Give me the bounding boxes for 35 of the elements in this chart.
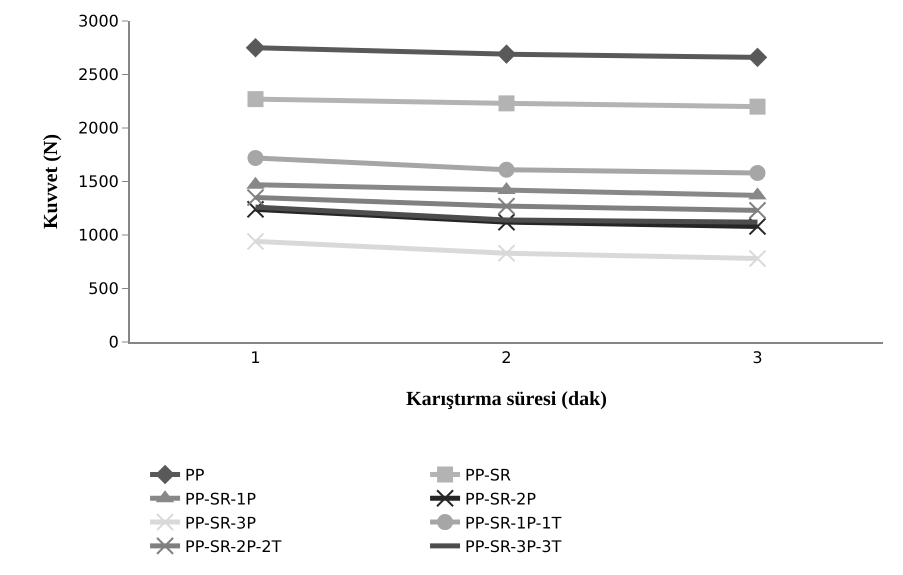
y-tick-label: 2500 [78, 65, 119, 84]
legend-label: PP-SR-2P-2T [185, 537, 282, 556]
y-tick-label: 0 [108, 332, 119, 352]
point [246, 188, 264, 207]
point [498, 197, 516, 216]
y-tick-label: 1500 [78, 172, 119, 192]
legend-label: PP-SR-2P [465, 490, 536, 508]
legend-label: PP [185, 466, 205, 485]
point [498, 213, 516, 232]
point [748, 250, 766, 268]
legend-label: PP-SR-1P [185, 490, 256, 508]
y-tick-label: 2000 [78, 118, 119, 138]
y-tick-label: 500 [88, 279, 119, 298]
x-tick-label: 2 [501, 348, 512, 368]
point [498, 95, 514, 112]
point [748, 201, 766, 220]
legend-label: PP-SR-3P [185, 513, 256, 532]
point [248, 91, 264, 108]
point [498, 162, 514, 178]
point [748, 217, 766, 236]
x-tick-label: 1 [250, 348, 261, 368]
legend-label: PP-SR-3P-3T [465, 537, 562, 556]
point [248, 150, 264, 166]
y-tick-label: 3000 [78, 12, 119, 31]
y-tick-label: 1000 [78, 226, 119, 245]
point [750, 164, 766, 181]
y-axis-title: Kuvvet (N) [40, 134, 62, 229]
point [498, 244, 516, 262]
x-tick-label: 3 [752, 348, 763, 368]
point [246, 232, 264, 250]
point [750, 98, 766, 115]
x-axis-title: Karıştırma süresi (dak) [406, 388, 607, 410]
legend-label: PP-SR-1P-1T [465, 513, 562, 532]
legend-label: PP-SR [465, 466, 512, 485]
point [246, 200, 264, 218]
